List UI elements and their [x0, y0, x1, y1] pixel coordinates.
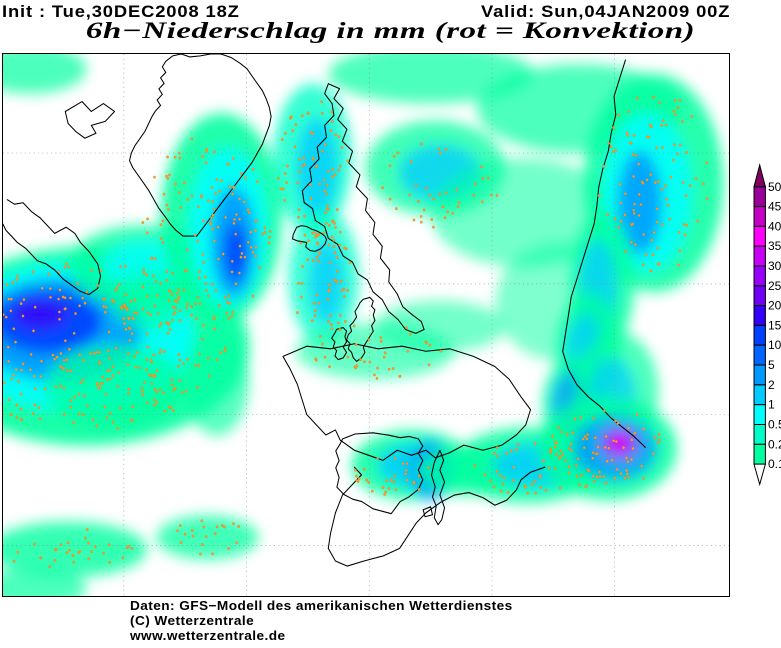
- svg-text:45: 45: [768, 200, 781, 214]
- svg-text:2: 2: [768, 378, 775, 392]
- svg-text:0.1: 0.1: [768, 457, 781, 471]
- svg-text:0.5: 0.5: [768, 418, 781, 432]
- svg-text:35: 35: [768, 239, 781, 253]
- svg-text:30: 30: [768, 259, 781, 273]
- svg-text:15: 15: [768, 318, 781, 332]
- svg-text:0.2: 0.2: [768, 437, 781, 451]
- svg-text:1: 1: [768, 398, 775, 412]
- svg-text:25: 25: [768, 279, 781, 293]
- svg-text:10: 10: [768, 338, 781, 352]
- svg-text:20: 20: [768, 299, 781, 313]
- svg-text:40: 40: [768, 219, 781, 233]
- svg-text:5: 5: [768, 358, 775, 372]
- svg-text:50: 50: [768, 180, 781, 194]
